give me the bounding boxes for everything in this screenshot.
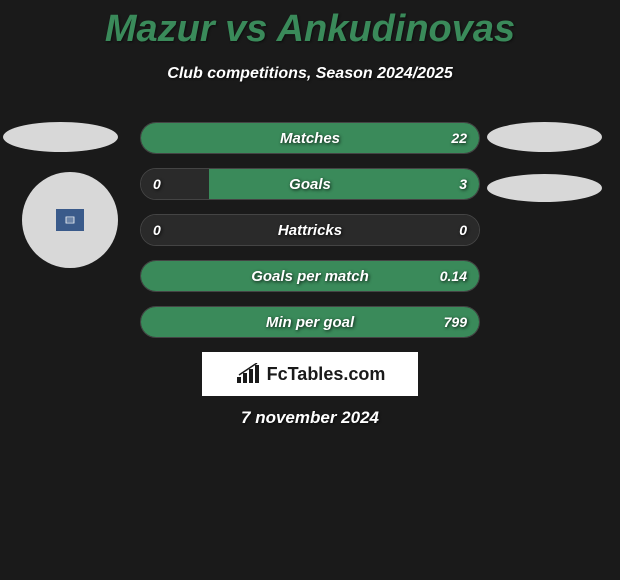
stat-fill xyxy=(209,169,479,199)
stat-value-right: 799 xyxy=(444,314,467,330)
player-right-badge xyxy=(487,174,602,202)
stat-row-hattricks: 0 Hattricks 0 xyxy=(140,214,480,246)
stat-label: Hattricks xyxy=(278,222,342,239)
stat-row-goals-per-match: Goals per match 0.14 xyxy=(140,260,480,292)
stat-label: Matches xyxy=(280,130,340,147)
stat-value-right: 0 xyxy=(459,222,467,238)
stat-label: Goals per match xyxy=(251,268,369,285)
logo-text: FcTables.com xyxy=(267,364,386,385)
chart-icon xyxy=(235,363,261,385)
stat-row-goals: 0 Goals 3 xyxy=(140,168,480,200)
stat-value-right: 0.14 xyxy=(440,268,467,284)
player-left-badge xyxy=(22,172,118,268)
stat-label: Min per goal xyxy=(266,314,354,331)
page-subtitle: Club competitions, Season 2024/2025 xyxy=(0,65,620,83)
player-left-banner xyxy=(3,122,118,152)
stat-label: Goals xyxy=(289,176,331,193)
source-logo: FcTables.com xyxy=(202,352,418,396)
stat-value-left: 0 xyxy=(153,222,161,238)
badge-icon xyxy=(56,209,84,231)
stat-value-right: 3 xyxy=(459,176,467,192)
page-title: Mazur vs Ankudinovas xyxy=(0,0,620,51)
stat-row-min-per-goal: Min per goal 799 xyxy=(140,306,480,338)
player-right-banner xyxy=(487,122,602,152)
stat-row-matches: Matches 22 xyxy=(140,122,480,154)
stat-value-right: 22 xyxy=(451,130,467,146)
stat-value-left: 0 xyxy=(153,176,161,192)
date-text: 7 november 2024 xyxy=(241,408,379,428)
stat-bg xyxy=(141,169,209,199)
stats-container: Matches 22 0 Goals 3 0 Hattricks 0 Goals… xyxy=(140,122,480,352)
